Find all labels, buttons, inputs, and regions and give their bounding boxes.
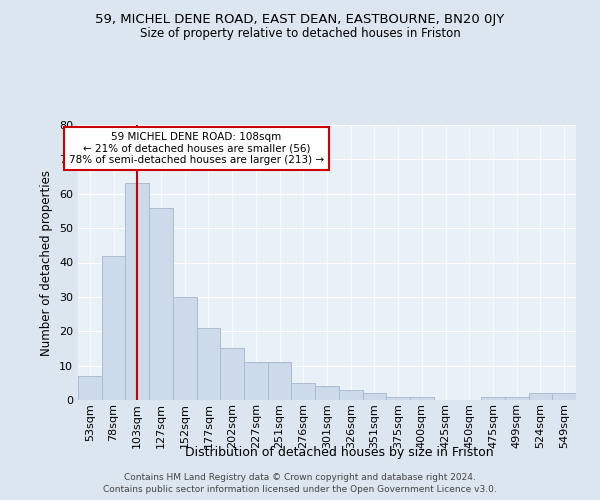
Bar <box>102 256 125 400</box>
Bar <box>220 348 244 400</box>
Bar <box>481 396 505 400</box>
Text: Distribution of detached houses by size in Friston: Distribution of detached houses by size … <box>185 446 493 459</box>
Text: Size of property relative to detached houses in Friston: Size of property relative to detached ho… <box>140 28 460 40</box>
Bar <box>244 362 268 400</box>
Bar <box>529 393 552 400</box>
Bar <box>197 328 220 400</box>
Bar <box>149 208 173 400</box>
Bar <box>268 362 292 400</box>
Bar <box>78 376 102 400</box>
Bar <box>173 297 197 400</box>
Bar <box>292 383 315 400</box>
Bar <box>339 390 362 400</box>
Bar <box>362 393 386 400</box>
Bar <box>410 396 434 400</box>
Y-axis label: Number of detached properties: Number of detached properties <box>40 170 53 356</box>
Bar <box>125 184 149 400</box>
Bar <box>386 396 410 400</box>
Bar <box>505 396 529 400</box>
Text: 59 MICHEL DENE ROAD: 108sqm
← 21% of detached houses are smaller (56)
78% of sem: 59 MICHEL DENE ROAD: 108sqm ← 21% of det… <box>69 132 324 165</box>
Bar <box>552 393 576 400</box>
Text: Contains HM Land Registry data © Crown copyright and database right 2024.
Contai: Contains HM Land Registry data © Crown c… <box>103 472 497 494</box>
Bar <box>315 386 339 400</box>
Text: 59, MICHEL DENE ROAD, EAST DEAN, EASTBOURNE, BN20 0JY: 59, MICHEL DENE ROAD, EAST DEAN, EASTBOU… <box>95 12 505 26</box>
